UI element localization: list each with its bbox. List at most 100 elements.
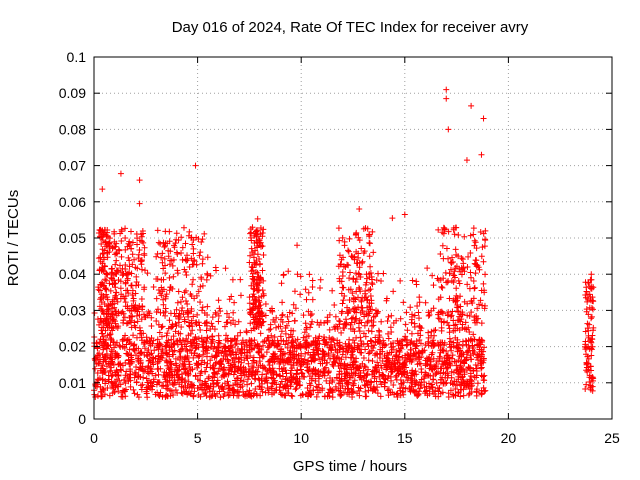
data-point: [415, 310, 421, 316]
data-point: [230, 310, 236, 316]
data-point: [416, 294, 422, 300]
data-point: [189, 241, 195, 247]
data-point: [118, 171, 124, 177]
data-point: [141, 251, 147, 257]
data-point: [263, 371, 269, 377]
data-point: [386, 336, 392, 342]
y-tick-label: 0.05: [59, 230, 86, 246]
data-point: [176, 288, 182, 294]
data-point: [357, 334, 363, 340]
data-point: [129, 314, 135, 320]
data-point: [216, 333, 222, 339]
data-point: [148, 323, 154, 329]
data-point: [294, 242, 300, 248]
data-point: [478, 152, 484, 158]
data-point: [151, 347, 157, 353]
data-point: [588, 271, 594, 277]
data-point: [202, 390, 208, 396]
data-point: [137, 331, 143, 337]
y-tick-label: 0.08: [59, 121, 86, 137]
data-point: [369, 328, 375, 334]
data-point: [385, 314, 391, 320]
data-point: [183, 272, 189, 278]
data-point: [410, 278, 416, 284]
data-point: [482, 237, 488, 243]
data-point: [409, 320, 415, 326]
data-point: [153, 318, 159, 324]
data-point: [119, 254, 125, 260]
data-point: [471, 278, 477, 284]
data-point: [186, 229, 192, 235]
data-point: [238, 292, 244, 298]
data-point: [366, 232, 372, 238]
data-point: [363, 393, 369, 399]
data-point: [201, 231, 207, 237]
data-point: [397, 278, 403, 284]
data-point: [248, 381, 254, 387]
data-point: [418, 366, 424, 372]
data-point: [339, 310, 345, 316]
data-point: [375, 271, 381, 277]
y-tick-label: 0.09: [59, 85, 86, 101]
data-point: [189, 281, 195, 287]
data-point: [164, 330, 170, 336]
data-point: [582, 386, 588, 392]
data-point: [438, 284, 444, 290]
data-point: [356, 206, 362, 212]
data-point: [217, 394, 223, 400]
data-point: [255, 216, 261, 222]
x-tick-label: 0: [90, 430, 98, 446]
data-point: [367, 264, 373, 270]
data-point: [155, 276, 161, 282]
data-point: [468, 309, 474, 315]
data-point: [306, 290, 312, 296]
data-point: [137, 177, 143, 183]
data-point: [464, 281, 470, 287]
x-tick-label: 20: [501, 430, 517, 446]
data-point: [440, 256, 446, 262]
data-point: [329, 288, 335, 294]
data-point: [132, 390, 138, 396]
data-point: [183, 288, 189, 294]
data-point: [425, 339, 431, 345]
data-point: [162, 313, 168, 319]
data-point: [429, 273, 435, 279]
data-point: [228, 294, 234, 300]
data-point: [154, 309, 160, 315]
y-tick-label: 0.03: [59, 302, 86, 318]
data-point: [197, 249, 203, 255]
data-point: [423, 300, 429, 306]
data-point: [117, 343, 123, 349]
data-point: [139, 258, 145, 264]
y-tick-label: 0.01: [59, 375, 86, 391]
data-point: [424, 265, 430, 271]
data-point: [460, 256, 466, 262]
data-point: [258, 330, 264, 336]
data-point: [151, 284, 157, 290]
data-point: [175, 270, 181, 276]
data-point: [303, 297, 309, 303]
data-point: [261, 252, 267, 258]
data-point: [122, 235, 128, 241]
data-point: [394, 377, 400, 383]
data-point: [340, 300, 346, 306]
data-point: [110, 245, 116, 251]
data-point: [353, 316, 359, 322]
data-point: [122, 314, 128, 320]
data-point: [345, 247, 351, 253]
data-point: [197, 299, 203, 305]
data-point: [447, 344, 453, 350]
data-point: [425, 330, 431, 336]
data-point: [444, 380, 450, 386]
data-point: [378, 278, 384, 284]
data-point: [159, 250, 165, 256]
data-point: [205, 361, 211, 367]
data-point: [175, 300, 181, 306]
data-point: [260, 287, 266, 293]
y-tick-label: 0.07: [59, 158, 86, 174]
data-point: [247, 300, 253, 306]
data-point: [468, 275, 474, 281]
data-point: [443, 366, 449, 372]
data-point: [199, 261, 205, 267]
data-point: [378, 319, 384, 325]
